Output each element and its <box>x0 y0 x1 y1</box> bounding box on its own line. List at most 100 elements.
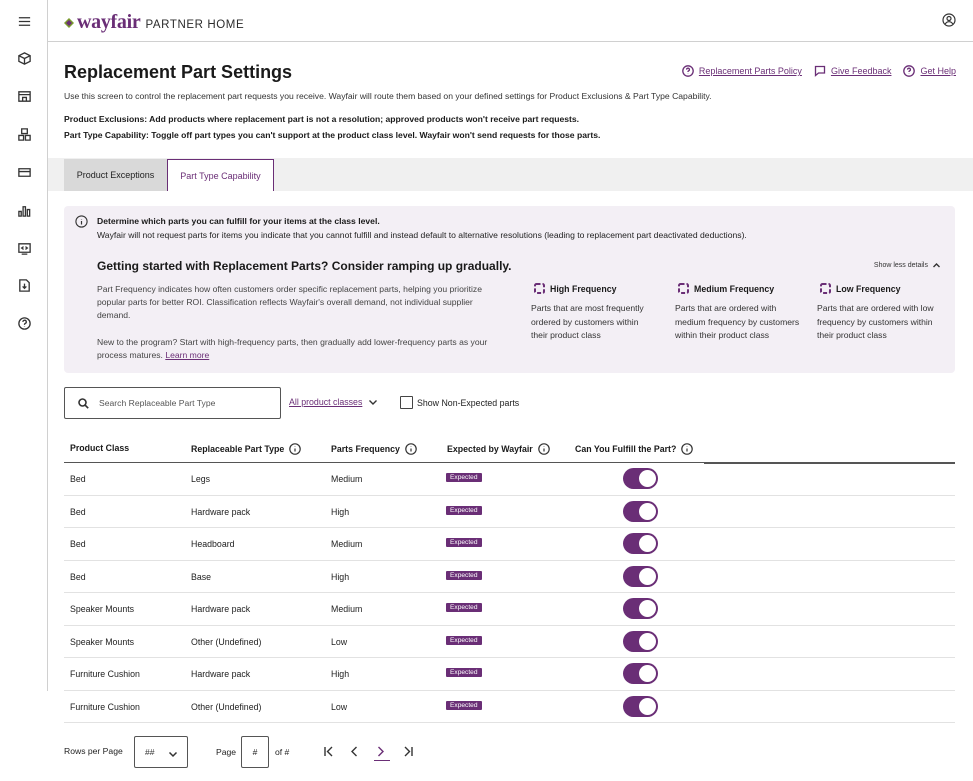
high-frequency-text: Parts that are most frequently ordered b… <box>531 303 644 340</box>
help-circle-icon <box>682 65 694 77</box>
non-expected-checkbox[interactable] <box>400 396 413 409</box>
cell-product-class: Furniture Cushion <box>70 669 140 679</box>
logo-subtitle: PARTNER HOME <box>145 19 245 31</box>
header-part-type-label: Replaceable Part Type <box>191 444 285 454</box>
new-to-program-text: New to the program? Start with high-freq… <box>97 336 507 362</box>
header-parts-frequency: Parts Frequency <box>331 443 417 455</box>
replacement-parts-policy-link[interactable]: Replacement Parts Policy <box>682 65 802 77</box>
help-icon[interactable] <box>16 315 32 331</box>
cell-product-class: Furniture Cushion <box>70 701 140 712</box>
expected-badge: Expected <box>446 538 482 547</box>
table-row: Speaker Mounts Hardware pack Medium Expecte… <box>64 593 955 626</box>
info-icon[interactable] <box>537 443 550 455</box>
chevron-up-icon <box>933 263 940 268</box>
fulfill-toggle[interactable] <box>623 598 658 619</box>
rows-per-page-value: ## <box>145 747 155 757</box>
info-title: Determine which parts you can fulfill fo… <box>97 216 380 226</box>
parts-table: Product Class Replaceable Part Type Part… <box>64 435 955 723</box>
info-icon <box>75 215 88 228</box>
code-screen-icon[interactable] <box>16 240 32 256</box>
part-type-capability-rule: Part Type Capability: Toggle off part ty… <box>64 130 601 140</box>
last-page-button[interactable] <box>402 745 415 758</box>
table-row: Bed Base High Expected <box>64 561 955 593</box>
rows-per-page-label: Rows per Page <box>64 746 123 756</box>
chevron-down-icon <box>168 751 178 758</box>
fulfill-toggle[interactable] <box>623 468 658 489</box>
table-row: Bed Hardware pack High Expected <box>64 496 955 528</box>
fulfill-toggle[interactable] <box>623 500 658 522</box>
page-description: Use this screen to control the replaceme… <box>64 91 712 101</box>
first-page-button[interactable] <box>322 745 335 758</box>
product-classes-label: All product classes <box>289 397 363 407</box>
help-circle-icon <box>903 65 916 77</box>
cell-frequency: Medium <box>331 474 363 484</box>
cell-frequency: Low <box>331 636 348 647</box>
new-to-program-label: New to the program? Start with high-freq… <box>97 337 488 360</box>
show-non-expected-toggle[interactable]: Show Non-Expected parts <box>400 396 519 409</box>
last-page-icon <box>404 746 413 757</box>
info-icon[interactable] <box>681 443 694 455</box>
wayfair-logo[interactable]: wayfair PARTNER HOME <box>64 11 244 34</box>
sidebar <box>0 0 48 691</box>
menu-icon[interactable] <box>16 13 32 29</box>
cell-part-type: Other (Undefined) <box>191 636 262 647</box>
product-exclusions-rule: Product Exclusions: Add products where r… <box>64 114 580 124</box>
product-classes-dropdown[interactable]: All product classes <box>289 397 378 407</box>
info-icon[interactable] <box>289 443 302 455</box>
medium-frequency-icon <box>678 283 689 294</box>
fulfill-toggle[interactable] <box>623 695 658 717</box>
policy-link-label: Replacement Parts Policy <box>698 66 802 76</box>
high-frequency-title: High Frequency <box>550 283 617 294</box>
user-account-icon[interactable] <box>942 13 956 27</box>
show-less-details-button[interactable]: Show less details <box>874 261 941 270</box>
box-icon[interactable] <box>16 50 32 66</box>
info-icon[interactable] <box>405 443 417 455</box>
download-doc-icon[interactable] <box>16 277 32 293</box>
logo-word: wayfair <box>77 11 141 33</box>
feedback-link-label: Give Feedback <box>830 66 892 76</box>
expected-badge: Expected <box>446 473 482 482</box>
cell-frequency: Medium <box>331 604 363 614</box>
fulfill-toggle[interactable] <box>623 533 658 554</box>
card-icon[interactable] <box>16 164 32 180</box>
expected-badge: Expected <box>446 635 482 645</box>
search-icon <box>78 397 89 409</box>
cell-frequency: High <box>331 571 350 582</box>
high-frequency-card: High Frequency Parts that are most frequ… <box>531 283 656 343</box>
inventory-icon[interactable] <box>16 126 32 142</box>
table-row: Furniture Cushion Hardware pack High Expect… <box>64 658 955 691</box>
tab-product-exceptions[interactable]: Product Exceptions <box>64 159 167 191</box>
low-frequency-card: Low Frequency Parts that are ordered wit… <box>817 283 942 343</box>
learn-more-link[interactable]: Learn more <box>165 350 210 360</box>
cell-part-type: Base <box>191 571 212 582</box>
store-icon[interactable] <box>16 88 32 104</box>
header-rule <box>704 462 955 464</box>
cell-part-type: Other (Undefined) <box>191 701 262 712</box>
info-panel: Determine which parts you can fulfill fo… <box>64 206 955 373</box>
search-input[interactable]: Search Replaceable Part Type <box>64 387 281 419</box>
fulfill-toggle[interactable] <box>623 565 658 587</box>
table-row: Bed Legs Medium Expected <box>64 463 955 496</box>
give-feedback-link[interactable]: Give Feedback <box>814 65 892 77</box>
next-page-button[interactable] <box>374 745 390 761</box>
header-product-class-label: Product Class <box>70 443 130 453</box>
medium-frequency-text: Parts that are ordered with medium frequ… <box>675 303 800 340</box>
cell-product-class: Bed <box>70 539 86 549</box>
table-row: Bed Headboard Medium Expected <box>64 528 955 561</box>
table-body: Bed Legs Medium Expected Bed Hardware pack Hig… <box>64 463 955 723</box>
page-total: of # <box>275 747 290 757</box>
tab-part-type-capability[interactable]: Part Type Capability <box>167 159 274 191</box>
previous-page-button[interactable] <box>348 745 361 758</box>
page-number-input[interactable]: # <box>241 736 269 768</box>
header-links: Replacement Parts Policy Give Feedback G… <box>682 65 956 77</box>
get-help-link[interactable]: Get Help <box>903 65 956 77</box>
fulfill-toggle[interactable] <box>623 663 658 684</box>
header-product-class: Product Class <box>70 443 129 453</box>
bar-chart-icon[interactable] <box>16 202 32 218</box>
cell-part-type: Headboard <box>191 539 235 549</box>
rows-per-page-select[interactable]: ## <box>134 736 188 768</box>
medium-frequency-card: Medium Frequency Parts that are ordered … <box>675 283 800 343</box>
cell-part-type: Legs <box>191 474 211 484</box>
tab-bar: Product Exceptions Part Type Capability <box>48 158 973 191</box>
fulfill-toggle[interactable] <box>623 630 658 652</box>
